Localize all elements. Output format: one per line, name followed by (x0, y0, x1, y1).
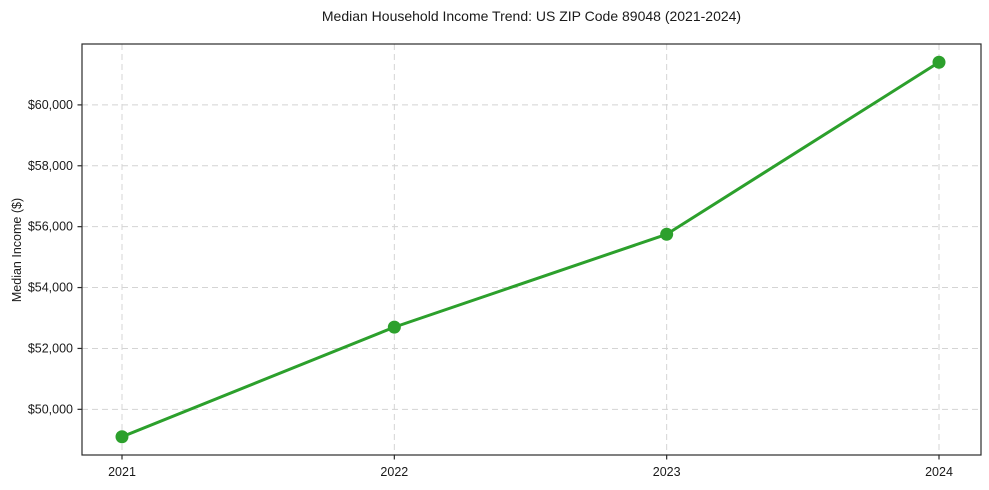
y-tick-label: $54,000 (28, 281, 73, 295)
x-tick-label: 2023 (653, 465, 681, 479)
y-tick-label: $56,000 (28, 220, 73, 234)
y-tick-label: $50,000 (28, 402, 73, 416)
x-tick-label: 2021 (108, 465, 136, 479)
x-tick-label: 2022 (380, 465, 408, 479)
income-trend-line (120, 60, 941, 439)
y-tick-label: $60,000 (28, 98, 73, 112)
chart-title: Median Household Income Trend: US ZIP Co… (321, 8, 742, 24)
y-tick-label: $52,000 (28, 341, 73, 355)
data-point-marker (932, 55, 946, 69)
x-tick-label: 2024 (925, 465, 953, 479)
plot-border (81, 43, 982, 456)
data-point-marker (660, 227, 674, 241)
data-point-marker (387, 320, 401, 334)
data-point-marker (115, 430, 129, 444)
y-tick-label: $58,000 (28, 159, 73, 173)
